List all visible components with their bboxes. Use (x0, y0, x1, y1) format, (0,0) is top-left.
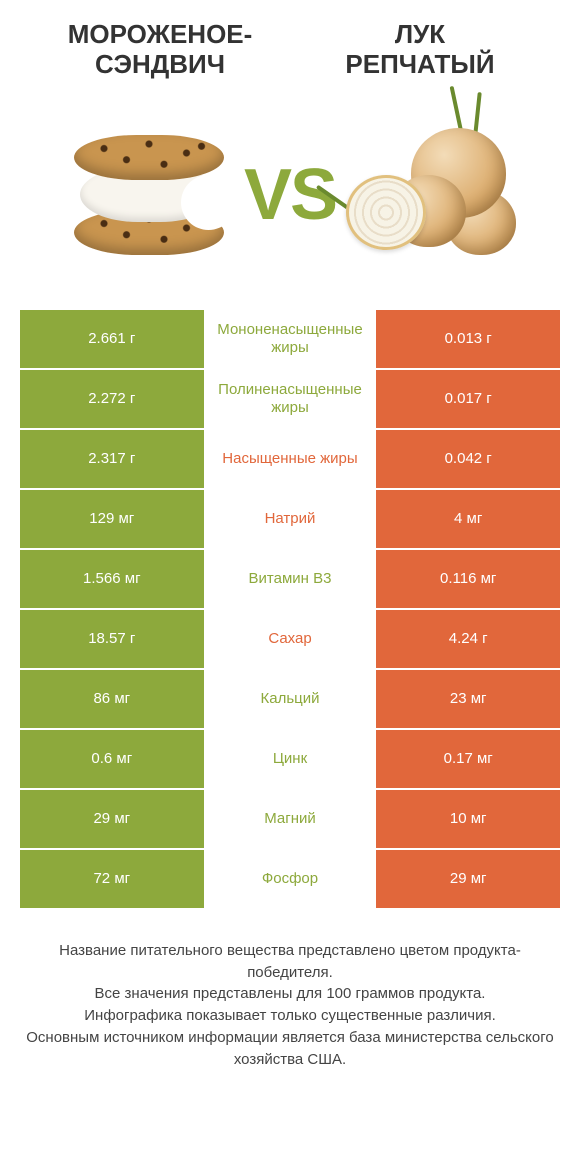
footer-notes: Название питательного вещества представл… (0, 910, 580, 1071)
nutrient-label: Фосфор (204, 850, 377, 908)
right-value: 23 мг (376, 670, 560, 728)
footer-line-3: Инфографика показывает только существенн… (24, 1005, 556, 1027)
table-row: 29 мгМагний10 мг (20, 790, 560, 848)
nutrient-label: Витамин B3 (204, 550, 377, 608)
table-row: 1.566 мгВитамин B30.116 мг (20, 550, 560, 608)
left-title-line1: МОРОЖЕНОЕ- (68, 19, 253, 49)
right-value: 0.013 г (376, 310, 560, 368)
footer-line-4: Основным источником информации является … (24, 1027, 556, 1071)
nutrient-label: Натрий (204, 490, 377, 548)
left-value: 0.6 мг (20, 730, 204, 788)
table-row: 129 мгНатрий4 мг (20, 490, 560, 548)
footer-line-1: Название питательного вещества представл… (24, 940, 556, 984)
vs-row: VS (0, 90, 580, 310)
nutrient-label: Насыщенные жиры (204, 430, 377, 488)
page: МОРОЖЕНОЕ- СЭНДВИЧ ЛУК РЕПЧАТЫЙ VS (0, 0, 580, 1174)
left-value: 1.566 мг (20, 550, 204, 608)
left-value: 29 мг (20, 790, 204, 848)
nutrient-label: Цинк (204, 730, 377, 788)
left-value: 2.317 г (20, 430, 204, 488)
left-product-title: МОРОЖЕНОЕ- СЭНДВИЧ (30, 20, 290, 80)
vs-label: VS (244, 154, 336, 236)
nutrient-label: Кальций (204, 670, 377, 728)
ice-cream-sandwich-icon (74, 135, 224, 255)
right-product-title: ЛУК РЕПЧАТЫЙ (290, 20, 550, 80)
left-value: 2.661 г (20, 310, 204, 368)
right-value: 0.17 мг (376, 730, 560, 788)
right-value: 4.24 г (376, 610, 560, 668)
table-row: 2.317 гНасыщенные жиры0.042 г (20, 430, 560, 488)
nutrient-label: Сахар (204, 610, 377, 668)
left-value: 129 мг (20, 490, 204, 548)
right-value: 0.042 г (376, 430, 560, 488)
footer-line-2: Все значения представлены для 100 граммо… (24, 983, 556, 1005)
table-row: 0.6 мгЦинк0.17 мг (20, 730, 560, 788)
left-product-image (64, 110, 234, 280)
nutrition-table: 2.661 гМононенасыщенные жиры0.013 г2.272… (0, 310, 580, 910)
left-value: 72 мг (20, 850, 204, 908)
nutrient-label: Мононенасыщенные жиры (204, 310, 377, 368)
left-value: 86 мг (20, 670, 204, 728)
right-title-line1: ЛУК (395, 19, 445, 49)
right-value: 10 мг (376, 790, 560, 848)
left-title-line2: СЭНДВИЧ (95, 49, 225, 79)
nutrient-label: Полиненасыщенные жиры (204, 370, 377, 428)
right-value: 4 мг (376, 490, 560, 548)
left-value: 18.57 г (20, 610, 204, 668)
nutrient-label: Магний (204, 790, 377, 848)
right-value: 0.017 г (376, 370, 560, 428)
table-row: 72 мгФосфор29 мг (20, 850, 560, 908)
right-product-image (346, 110, 516, 280)
right-value: 29 мг (376, 850, 560, 908)
onion-icon (346, 120, 516, 270)
left-value: 2.272 г (20, 370, 204, 428)
table-row: 2.272 гПолиненасыщенные жиры0.017 г (20, 370, 560, 428)
right-value: 0.116 мг (376, 550, 560, 608)
table-row: 86 мгКальций23 мг (20, 670, 560, 728)
table-row: 2.661 гМононенасыщенные жиры0.013 г (20, 310, 560, 368)
right-title-line2: РЕПЧАТЫЙ (345, 49, 494, 79)
header: МОРОЖЕНОЕ- СЭНДВИЧ ЛУК РЕПЧАТЫЙ (0, 0, 580, 90)
table-row: 18.57 гСахар4.24 г (20, 610, 560, 668)
